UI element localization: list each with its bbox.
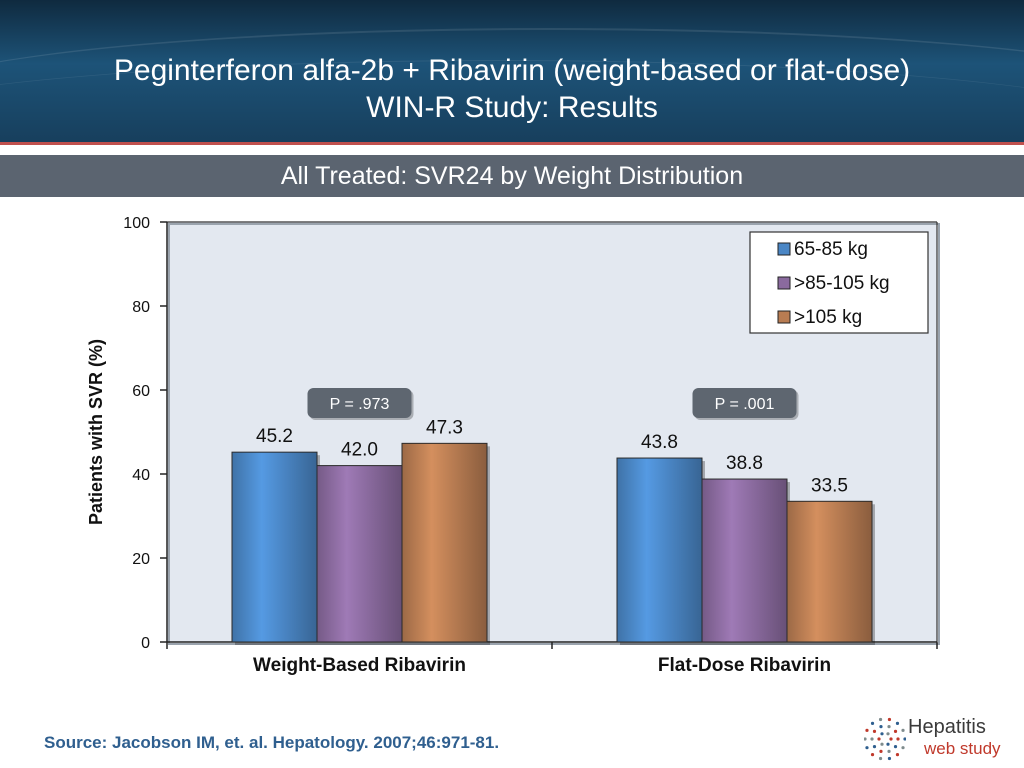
logo-dot xyxy=(880,742,884,746)
logo-dot xyxy=(877,737,881,741)
header-banner: Peginterferon alfa-2b + Ribavirin (weigh… xyxy=(0,0,1024,142)
dots-logo-icon xyxy=(864,717,906,761)
logo-dot xyxy=(865,746,869,750)
logo-dot xyxy=(879,749,883,753)
logo-dot xyxy=(886,742,890,746)
slide-title: Peginterferon alfa-2b + Ribavirin (weigh… xyxy=(0,52,1024,126)
logo-dot xyxy=(889,737,893,741)
svr-bar-chart: 0 20 40 60 80 100 Patients with SVR (%) 45.2 42.… xyxy=(86,215,940,676)
y-tick-label: 40 xyxy=(132,467,150,484)
bar-value-label: 43.8 xyxy=(641,432,678,453)
logo-dot xyxy=(901,728,905,732)
y-tick-label: 20 xyxy=(132,551,150,568)
logo-dot xyxy=(901,746,905,750)
p-value-label: P = .973 xyxy=(330,396,390,413)
bar xyxy=(701,478,788,643)
x-category-label: Flat-Dose Ribavirin xyxy=(658,655,831,676)
logo-line-2: web study xyxy=(924,739,1001,758)
bar-value-label: 45.2 xyxy=(256,426,293,447)
logo-dot xyxy=(887,725,891,729)
logo-dot xyxy=(878,717,883,722)
logo-dot xyxy=(895,753,900,757)
header-decoration xyxy=(0,28,1024,142)
bar xyxy=(786,500,873,643)
header-decoration-2 xyxy=(0,60,1024,142)
logo-dot xyxy=(880,732,884,736)
bar-value-label: 33.5 xyxy=(811,475,848,496)
p-value-pill xyxy=(692,388,797,418)
y-tick-label: 80 xyxy=(132,299,150,316)
logo-dot xyxy=(896,737,900,741)
logo-dot xyxy=(886,732,890,736)
logo-dot xyxy=(870,721,875,725)
hepatitis-web-study-logo: Hepatitis web study xyxy=(864,716,1014,762)
divider-gap xyxy=(0,145,1024,155)
accent-rule xyxy=(0,142,1024,145)
logo-dot xyxy=(903,737,906,741)
p-value-label: P = .001 xyxy=(715,396,775,413)
bar xyxy=(616,457,703,643)
bar-value-label: 47.3 xyxy=(426,417,463,438)
source-citation: Source: Jacobson IM, et. al. Hepatology.… xyxy=(44,733,500,752)
logo-dot xyxy=(879,725,883,729)
logo-dot xyxy=(865,728,869,732)
logo-dot xyxy=(870,753,875,757)
logo-line-1: Hepatitis xyxy=(908,716,986,738)
logo-dot xyxy=(887,717,892,722)
bar xyxy=(316,465,403,643)
logo-dot xyxy=(872,729,877,733)
logo-dot xyxy=(893,729,898,733)
legend-label: >85-105 kg xyxy=(794,273,890,294)
y-tick-label: 0 xyxy=(141,635,150,652)
logo-dot xyxy=(887,749,891,753)
y-tick-label: 60 xyxy=(132,383,150,400)
logo-dot xyxy=(864,737,867,741)
logo-dot xyxy=(887,756,892,761)
y-axis-title: Patients with SVR (%) xyxy=(86,339,106,525)
legend-label: >105 kg xyxy=(794,307,862,328)
plot-shadow xyxy=(168,223,940,645)
logo-dot xyxy=(878,756,883,761)
subtitle-band: All Treated: SVR24 by Weight Distributio… xyxy=(0,155,1024,197)
bar-value-label: 38.8 xyxy=(726,453,763,474)
legend-swatch xyxy=(777,310,791,324)
legend-swatch xyxy=(777,242,791,256)
logo-dot xyxy=(870,737,874,741)
x-category-label: Weight-Based Ribavirin xyxy=(253,655,466,676)
legend-label: 65-85 kg xyxy=(794,239,868,260)
bar xyxy=(401,442,488,643)
logo-dot xyxy=(872,745,877,749)
title-line-1: Peginterferon alfa-2b + Ribavirin (weigh… xyxy=(113,54,911,87)
logo-dot xyxy=(895,721,900,725)
legend-swatch xyxy=(777,276,791,290)
title-line-2: WIN-R Study: Results xyxy=(366,91,658,124)
bar xyxy=(231,451,318,643)
p-value-pill xyxy=(307,388,412,418)
y-tick-label: 100 xyxy=(123,215,150,232)
logo-dot xyxy=(893,745,898,749)
slide-subtitle: All Treated: SVR24 by Weight Distributio… xyxy=(280,162,744,190)
bar-value-label: 42.0 xyxy=(341,440,378,461)
